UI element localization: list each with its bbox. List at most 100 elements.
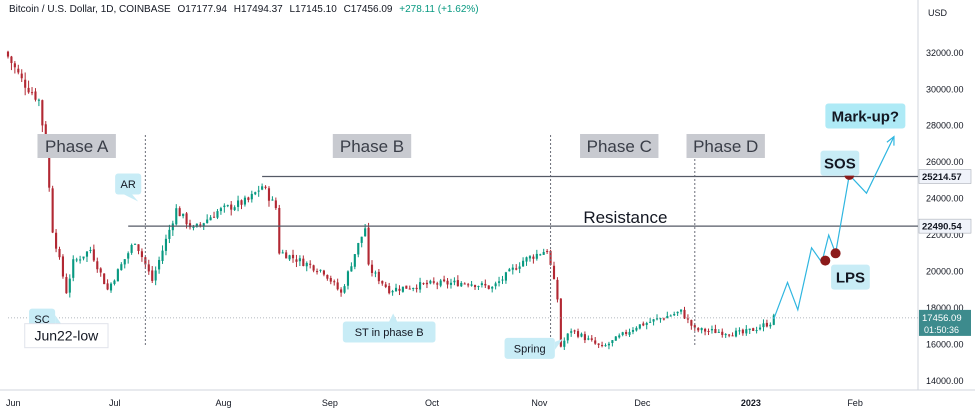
candle-body — [425, 282, 429, 285]
candle-body — [79, 259, 82, 261]
candle-body — [614, 336, 617, 341]
candle-body — [676, 311, 679, 314]
candle-body — [51, 188, 54, 233]
candle-body — [291, 254, 295, 259]
phase-label-box — [686, 134, 765, 158]
candle-body — [546, 250, 549, 252]
candle-body — [662, 318, 665, 320]
candle-body — [559, 298, 562, 347]
candle-body — [267, 188, 271, 201]
annotation-spring: Spring — [514, 343, 546, 355]
phase-label: Phase B — [340, 137, 404, 156]
countdown-label: 01:50:36 — [924, 325, 959, 335]
candle-body — [638, 324, 641, 329]
candle-body — [724, 334, 727, 336]
candle-body — [99, 268, 102, 273]
level-price-tag — [918, 218, 972, 234]
candle-body — [243, 197, 247, 205]
phase-label: Phase D — [693, 137, 758, 156]
candle-body — [501, 279, 504, 281]
candle-body — [13, 63, 16, 68]
candle-body — [240, 200, 243, 205]
candle-body — [285, 252, 288, 259]
candle-body — [230, 204, 233, 210]
candle-body — [34, 91, 37, 100]
candle-body — [195, 223, 198, 227]
candle-body — [508, 269, 511, 272]
candle-body — [697, 328, 700, 331]
x-tick-label: Dec — [634, 398, 651, 408]
candle-body — [745, 329, 748, 334]
candle-body — [456, 280, 459, 287]
candle-body — [666, 316, 669, 319]
candle-body — [30, 92, 34, 94]
candle-body — [769, 324, 772, 327]
candle-body — [693, 325, 696, 328]
candle-body — [343, 286, 346, 293]
candle-body — [710, 329, 714, 331]
candle-body — [717, 331, 720, 333]
x-tick-label: Nov — [531, 398, 548, 408]
candle-body — [261, 186, 264, 190]
candle-body — [539, 254, 542, 256]
candle-body — [491, 286, 494, 289]
candle-body — [55, 232, 58, 249]
ohlc-close: C17456.09 — [343, 4, 393, 15]
annotation-ar-pointer — [124, 194, 139, 202]
candle-body — [219, 208, 222, 212]
candle-body — [566, 333, 569, 341]
candle-body — [85, 251, 89, 257]
annotation-st-box — [342, 321, 436, 343]
candle-body — [58, 249, 61, 258]
candle-body — [587, 338, 590, 340]
candle-body — [752, 328, 755, 331]
candle-body — [552, 265, 556, 280]
candle-body — [295, 259, 298, 262]
candle-body — [446, 280, 449, 285]
annotation-sc-pointer — [55, 315, 63, 326]
candle-body — [649, 321, 652, 323]
annotation-st-pointer — [389, 313, 398, 322]
candle-body — [305, 262, 308, 267]
candle-body — [281, 252, 284, 254]
x-tick-label: Aug — [215, 398, 231, 408]
candle-body — [659, 318, 662, 320]
candle-body — [738, 330, 741, 332]
annotation-jun22-low: Jun22-low — [34, 328, 99, 344]
candle-body — [326, 274, 329, 279]
candle-body — [525, 257, 528, 262]
candle-body — [535, 253, 538, 259]
candle-body — [27, 87, 30, 93]
x-tick-label: Feb — [847, 398, 863, 408]
candle-body — [175, 208, 178, 225]
candle-body — [353, 254, 356, 267]
candle-body — [731, 335, 734, 337]
candle-body — [449, 282, 453, 285]
candle-body — [683, 309, 686, 319]
phase-label: Phase A — [45, 137, 109, 156]
candle-body — [103, 273, 106, 285]
candle-body — [72, 259, 75, 278]
candle-body — [415, 287, 418, 290]
y-tick-label: 22000.00 — [926, 230, 964, 240]
candle-body — [583, 334, 586, 341]
candle-body — [216, 211, 219, 218]
candle-body — [182, 213, 185, 217]
candle-body — [61, 256, 65, 277]
candle-body — [329, 278, 332, 282]
candle-body — [477, 286, 480, 288]
candle-body — [635, 327, 638, 331]
annotation-spring-box — [504, 337, 555, 359]
annotation-st: ST in phase B — [355, 327, 424, 339]
candle-body — [127, 253, 130, 259]
candle-body — [655, 318, 659, 320]
candle-body — [532, 256, 535, 259]
price-change: +278.11 (+1.62%) — [399, 4, 479, 15]
candle-body — [443, 279, 446, 282]
candle-body — [700, 328, 703, 331]
projection-arrowhead — [886, 135, 895, 146]
candle-body — [765, 322, 768, 327]
candle-body — [367, 227, 370, 265]
